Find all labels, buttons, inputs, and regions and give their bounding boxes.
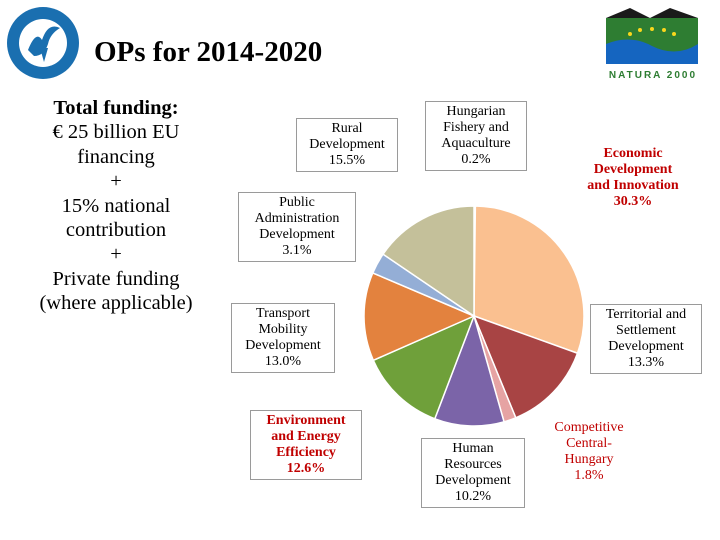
funding-line: contribution bbox=[65, 219, 167, 242]
slice-label-transport: Transport Mobility Development 13.0% bbox=[231, 303, 335, 373]
funding-line: Private funding bbox=[52, 267, 180, 290]
slice-label-central-hungary: Competitive Central- Hungary 1.8% bbox=[538, 418, 640, 486]
funding-line: Total funding: bbox=[53, 97, 179, 119]
natura-2000-logo: NATURA 2000 bbox=[600, 4, 706, 84]
slice-label-fishery: Hungarian Fishery and Aquaculture 0.2% bbox=[425, 101, 527, 171]
pie-slice-economic-development-and-innovation bbox=[473, 205, 585, 355]
natura-2000-icon: NATURA 2000 bbox=[600, 4, 706, 84]
pie-slice-rural-development bbox=[381, 205, 475, 318]
pie-slice-environment-and-energy-efficiency bbox=[372, 314, 476, 420]
organization-logo bbox=[4, 4, 82, 82]
natura-2000-text: NATURA 2000 bbox=[609, 70, 697, 81]
funding-line: + bbox=[110, 170, 122, 193]
slice-label-environment: Environment and Energy Efficiency 12.6% bbox=[250, 410, 362, 480]
funding-line: (where applicable) bbox=[39, 292, 193, 315]
pie-slice-human-resources-development bbox=[433, 313, 505, 427]
funding-line: 15% national bbox=[61, 194, 171, 217]
funding-line: financing bbox=[77, 145, 155, 168]
bird-icon bbox=[7, 7, 79, 79]
funding-line: + bbox=[110, 243, 122, 266]
slice-label-public-administration: Public Administration Development 3.1% bbox=[238, 192, 356, 262]
pie-slice-transport-mobility-development bbox=[363, 271, 476, 362]
slice-label-economic: Economic Development and Innovation 30.3… bbox=[568, 144, 698, 212]
slice-label-territorial: Territorial and Settlement Development 1… bbox=[590, 304, 702, 374]
slice-label-rural: Rural Development 15.5% bbox=[296, 118, 398, 172]
slice-label-human-resources: Human Resources Development 10.2% bbox=[421, 438, 525, 508]
funding-summary: Total funding: € 25 billion EU financing… bbox=[20, 96, 212, 316]
page-title: OPs for 2014-2020 bbox=[94, 36, 323, 68]
funding-line: € 25 billion EU bbox=[52, 121, 180, 144]
pie-slice-territorial-and-settlement-development bbox=[472, 314, 579, 419]
